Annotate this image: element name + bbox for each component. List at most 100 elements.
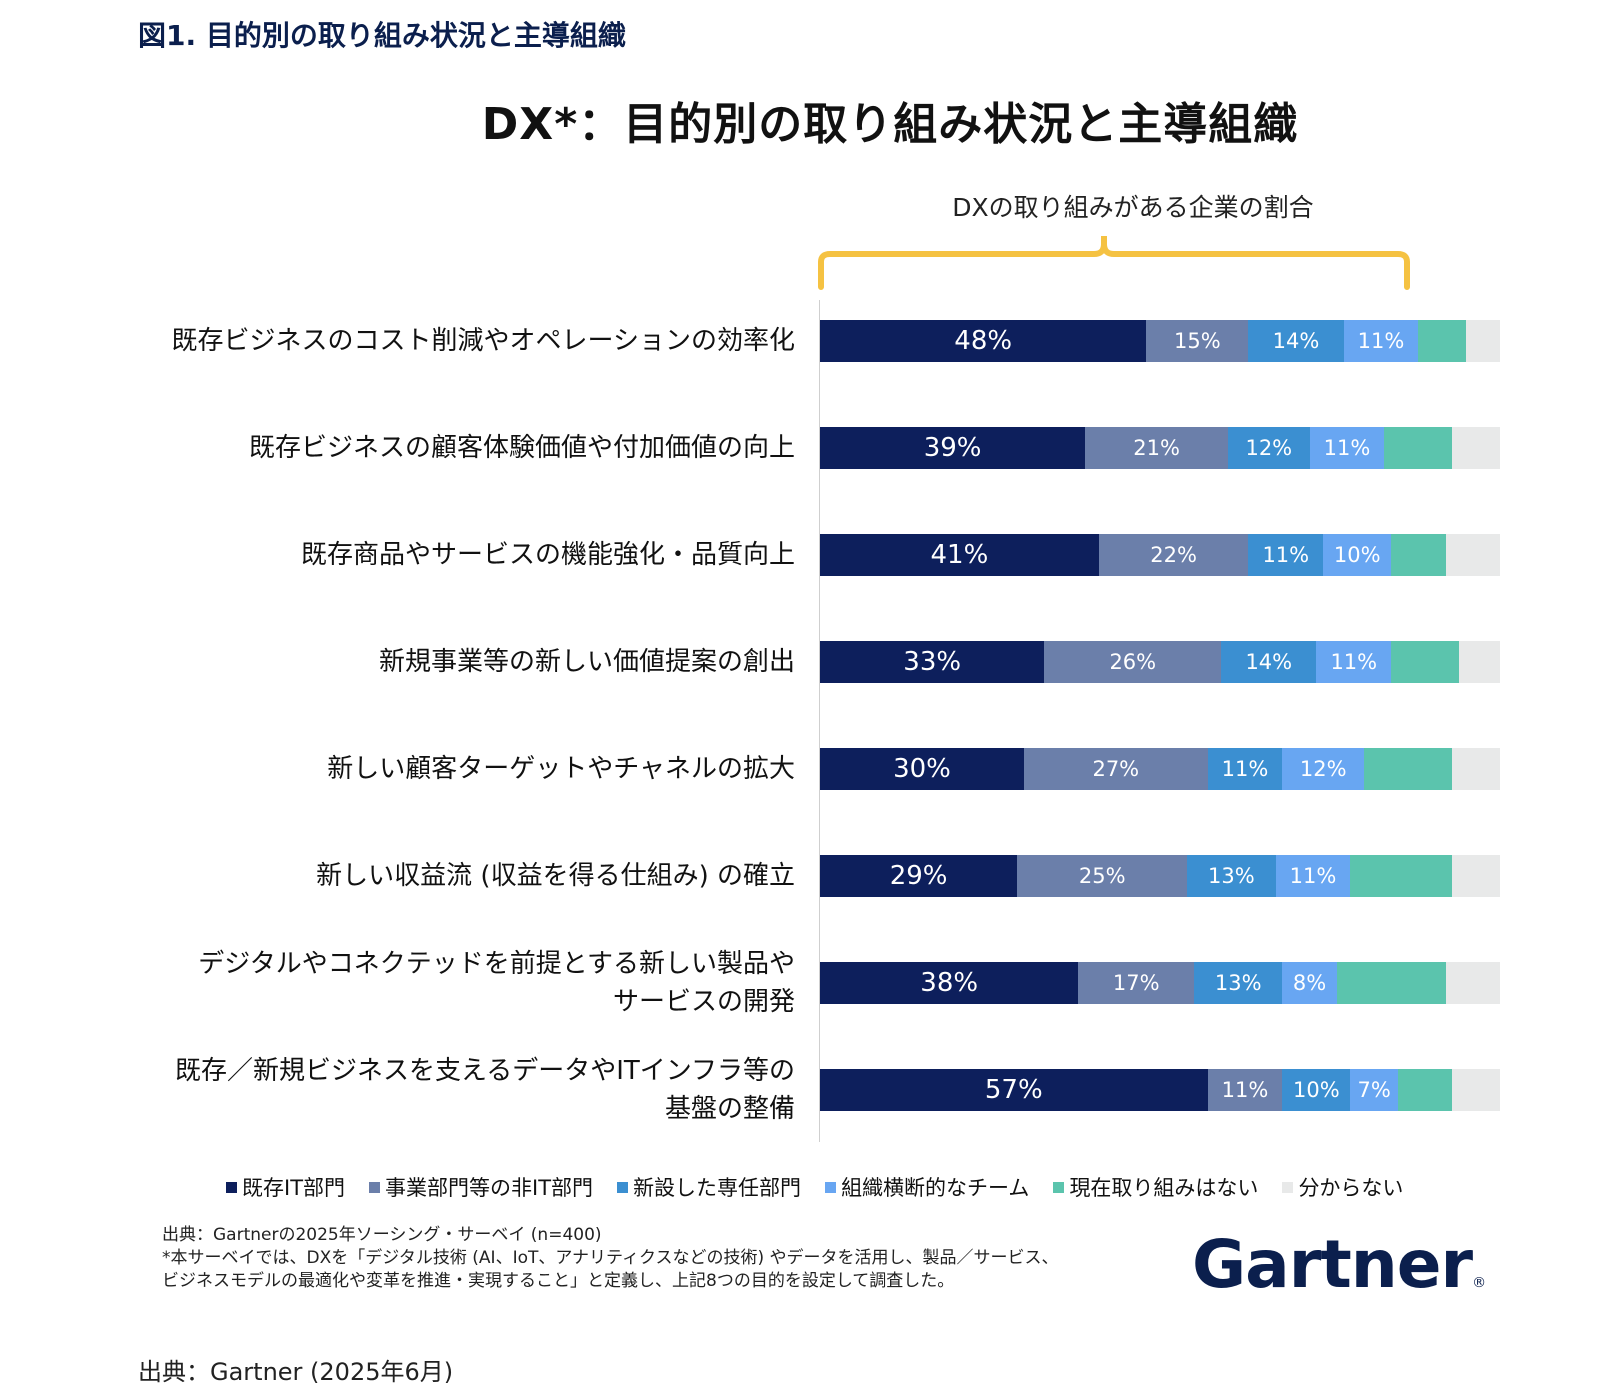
bar-segment: 22% xyxy=(1098,534,1249,576)
legend-swatch xyxy=(226,1181,237,1193)
data-label: 13% xyxy=(1208,864,1255,888)
data-label: 14% xyxy=(1245,650,1293,674)
bar-segment: 11% xyxy=(1309,427,1385,469)
note-line: *本サーベイでは、DXを「デジタル技術 (AI、IoT、アナリティクスなどの技術… xyxy=(162,1248,1059,1268)
data-label: 22% xyxy=(1150,543,1197,567)
data-label: 11% xyxy=(1289,864,1337,888)
bar-segment: 12% xyxy=(1228,427,1310,469)
category-label: 既存／新規ビジネスを支えるデータやITインフラ等の 基盤の整備 xyxy=(130,1052,795,1128)
chart-title: DX*：目的別の取り組み状況と主導組織 xyxy=(481,99,1299,150)
data-label: 57% xyxy=(984,1075,1043,1105)
bar-segment: 11% xyxy=(1207,1069,1283,1111)
legend-swatch xyxy=(369,1181,381,1193)
bar-segment xyxy=(1452,427,1500,469)
bar-segment: 8% xyxy=(1282,962,1337,1004)
bar-segment xyxy=(1452,1069,1500,1111)
data-label: 10% xyxy=(1293,1078,1340,1102)
data-label: 10% xyxy=(1333,543,1381,567)
bar-segment: 13% xyxy=(1187,855,1276,897)
data-label: 7% xyxy=(1357,1078,1391,1102)
legend-label: 既存IT部門 xyxy=(242,1176,346,1200)
category-label-line: 既存商品やサービスの機能強化・品質向上 xyxy=(300,540,795,570)
category-label-line: 新しい顧客ターゲットやチャネルの拡大 xyxy=(327,754,795,784)
category-label-line: サービスの開発 xyxy=(612,987,795,1017)
bar-segment: 17% xyxy=(1078,962,1194,1004)
bracket-label: DXの取り組みがある企業の割合 xyxy=(952,193,1314,222)
bar-segment: 15% xyxy=(1146,320,1249,362)
bar-segment: 29% xyxy=(820,855,1018,897)
bar-segment xyxy=(1336,962,1446,1004)
data-label: 25% xyxy=(1078,864,1126,888)
data-label: 15% xyxy=(1174,329,1221,353)
source-notes: 出典：Gartnerの2025年ソーシング・サーベイ (n=400) *本サーベ… xyxy=(162,1224,1059,1293)
bar-segment: 25% xyxy=(1017,855,1188,897)
legend-item: 分からない xyxy=(1282,1172,1403,1202)
legend-item: 事業部門等の非IT部門 xyxy=(369,1172,593,1202)
category-label-line: 既存ビジネスのコスト削減やオペレーションの効率化 xyxy=(171,326,795,356)
data-label: 11% xyxy=(1221,1078,1269,1102)
bar-segment: 13% xyxy=(1194,962,1283,1004)
legend-label: 新設した専任部門 xyxy=(633,1176,802,1200)
bracket-brace xyxy=(818,236,1410,290)
bar-row: 39% 21% 12% 11% xyxy=(820,427,1500,469)
gartner-logo: Gartner® xyxy=(1192,1226,1486,1303)
bar-segment xyxy=(1452,855,1500,897)
bar-segment: 10% xyxy=(1282,1069,1351,1111)
bar-segment: 39% xyxy=(820,427,1086,469)
legend-swatch xyxy=(617,1181,629,1193)
category-label: デジタルやコネクテッドを前提とする新しい製品やサービスの開発 xyxy=(130,945,795,1021)
bar-segment xyxy=(1459,641,1500,683)
bar-segment: 12% xyxy=(1282,748,1364,790)
data-label: 29% xyxy=(889,861,948,891)
bar-segment xyxy=(1350,855,1453,897)
legend: 既存IT部門 事業部門等の非IT部門 新設した専任部門 組織横断的なチーム 現在取り組み… xyxy=(226,1172,1403,1202)
bar-segment: 11% xyxy=(1248,534,1324,576)
bar-segment: 57% xyxy=(820,1069,1208,1111)
bar-segment: 27% xyxy=(1024,748,1208,790)
data-label: 11% xyxy=(1323,436,1371,460)
bar-row: 57% 11% 10% 7% xyxy=(820,1069,1500,1111)
bar-segment: 41% xyxy=(820,534,1099,576)
legend-swatch xyxy=(1053,1181,1065,1193)
note-line: ビジネスモデルの最適化や変革を推進・実現すること」と定義し、上記8つの目的を設定… xyxy=(162,1271,955,1291)
bar-segment: 26% xyxy=(1044,641,1222,683)
bar-segment xyxy=(1391,534,1446,576)
legend-label: 組織横断的なチーム xyxy=(841,1176,1030,1200)
legend-swatch xyxy=(1282,1181,1294,1193)
category-label: 既存商品やサービスの機能強化・品質向上 xyxy=(130,536,795,574)
category-label: 既存ビジネスのコスト削減やオペレーションの効率化 xyxy=(130,322,795,360)
data-label: 14% xyxy=(1272,329,1320,353)
category-label-line: 既存／新規ビジネスを支えるデータやITインフラ等の xyxy=(175,1056,795,1086)
brand-text: Gartner xyxy=(1192,1226,1473,1303)
bar-segment: 11% xyxy=(1207,748,1283,790)
data-label: 39% xyxy=(923,433,982,463)
bar-segment: 21% xyxy=(1085,427,1228,469)
bar-segment: 14% xyxy=(1248,320,1344,362)
bar-segment xyxy=(1445,962,1500,1004)
category-label-line: 既存ビジネスの顧客体験価値や付加価値の向上 xyxy=(248,433,795,463)
data-label: 26% xyxy=(1109,650,1157,674)
data-label: 17% xyxy=(1112,971,1160,995)
bar-segment: 33% xyxy=(820,641,1045,683)
bar-segment: 11% xyxy=(1343,320,1419,362)
legend-item: 新設した専任部門 xyxy=(617,1172,801,1202)
bar-segment xyxy=(1466,320,1500,362)
category-label: 新規事業等の新しい価値提案の創出 xyxy=(130,643,795,681)
bar-segment xyxy=(1364,748,1453,790)
data-label: 8% xyxy=(1292,971,1327,995)
data-label: 41% xyxy=(930,540,989,570)
category-label-line: デジタルやコネクテッドを前提とする新しい製品や xyxy=(198,949,795,979)
axis-line xyxy=(819,300,820,1142)
bar-row: 41% 22% 11% 10% xyxy=(820,534,1500,576)
data-label: 30% xyxy=(893,754,951,784)
category-label: 既存ビジネスの顧客体験価値や付加価値の向上 xyxy=(130,429,795,467)
data-label: 11% xyxy=(1330,650,1378,674)
legend-item: 既存IT部門 xyxy=(226,1172,345,1202)
data-label: 48% xyxy=(954,326,1013,356)
source-line: 出典：Gartner (2025年6月) xyxy=(138,1358,454,1386)
bar-row: 30% 27% 11% 12% xyxy=(820,748,1500,790)
bar-segment: 11% xyxy=(1275,855,1351,897)
bar-segment xyxy=(1391,641,1460,683)
category-label-line: 新規事業等の新しい価値提案の創出 xyxy=(378,647,795,677)
legend-label: 分からない xyxy=(1298,1176,1404,1200)
